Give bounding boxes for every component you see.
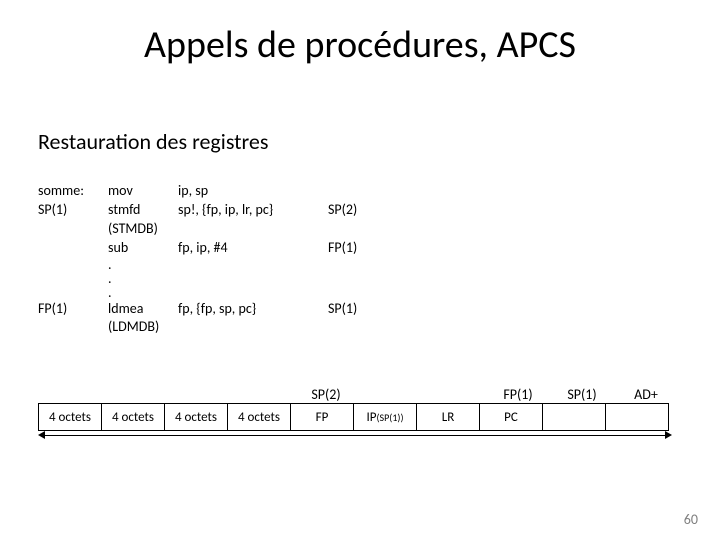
stack-label-sp2: SP(2) [294,386,358,403]
code-ops: sp!, {fp, ip, lr, pc} [178,201,328,220]
code-label [38,220,108,239]
stack-row: 4 octets 4 octets 4 octets 4 octets FP I… [38,403,678,431]
code-label [38,318,108,337]
stack-cell: 4 octets [101,403,165,431]
code-instr: (LDMDB) [108,318,178,337]
code-ops: ip, sp [178,182,328,201]
code-instr: mov [108,182,178,201]
stack-label-adplus: AD+ [614,386,678,403]
stack-cell [605,403,669,431]
code-ops: fp, {fp, sp, pc} [178,300,328,319]
code-ptr [328,182,388,201]
code-ptr: SP(1) [328,300,388,319]
stack-cell: 4 octets [38,403,102,431]
stack-cell [542,403,606,431]
stack-cell-ip-text: IP [367,410,377,425]
page-number: 60 [684,511,698,528]
code-ops [178,220,328,239]
stack-diagram: SP(2) FP(1) SP(1) AD+ 4 octets 4 octets … [38,386,678,441]
code-row: sub fp, ip, #4 FP(1) [38,239,388,258]
stack-cell: 4 octets [164,403,228,431]
code-ops: fp, ip, #4 [178,239,328,258]
code-instr: stmfd [108,201,178,220]
code-label [38,239,108,258]
ellipsis-dot: . [38,258,388,272]
code-ptr: SP(2) [328,201,388,220]
code-row: somme: mov ip, sp [38,182,388,201]
code-label: FP(1) [38,300,108,319]
code-instr: (STMDB) [108,220,178,239]
code-instr: sub [108,239,178,258]
stack-label-sp1: SP(1) [550,386,614,403]
slide-title: Appels de procédures, APCS [0,22,720,68]
code-instr: ldmea [108,300,178,319]
stack-cell: PC [479,403,543,431]
code-ops [178,318,328,337]
ellipsis-dot: . [38,286,388,300]
code-label: somme: [38,182,108,201]
code-row: (STMDB) [38,220,388,239]
stack-cell-ip-sub: (SP(1)) [377,411,404,424]
code-ptr [328,318,388,337]
slide-subtitle: Restauration des registres [38,128,268,155]
ellipsis-dot: . [38,272,388,286]
code-label: SP(1) [38,201,108,220]
stack-cell-ip: IP (SP(1)) [353,403,417,431]
stack-cell: FP [290,403,354,431]
code-row: (LDMDB) [38,318,388,337]
code-ptr [328,220,388,239]
stack-arrow [38,431,678,441]
stack-cell: LR [416,403,480,431]
code-row: FP(1) ldmea fp, {fp, sp, pc} SP(1) [38,300,388,319]
code-row: SP(1) stmfd sp!, {fp, ip, lr, pc} SP(2) [38,201,388,220]
code-block: somme: mov ip, sp SP(1) stmfd sp!, {fp, … [38,182,388,337]
stack-cell: 4 octets [227,403,291,431]
code-ptr: FP(1) [328,239,388,258]
stack-label-fp1: FP(1) [486,386,550,403]
